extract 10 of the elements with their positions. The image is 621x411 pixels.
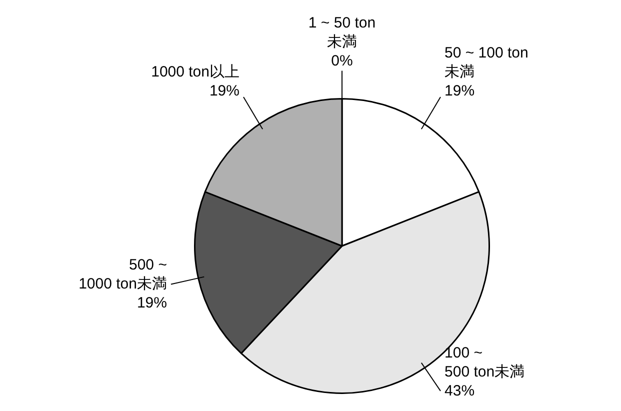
slice-label: 500 ~ 1000 ton未満 xyxy=(78,256,168,292)
slice-label: 50 ~ 100 ton 未満 xyxy=(444,44,528,81)
category-label: 1 ~ 50 ton 未満 xyxy=(308,14,376,50)
text: 0% xyxy=(331,52,353,70)
data-label: 19% xyxy=(136,294,167,312)
slice-label: 1000 ton以上 xyxy=(151,64,240,81)
data-label: 19% xyxy=(209,82,240,100)
data-label: 19% xyxy=(444,82,475,100)
data-label: 43% xyxy=(444,382,475,400)
slice-label: 100 ~ 500 ton未満 xyxy=(444,344,525,381)
